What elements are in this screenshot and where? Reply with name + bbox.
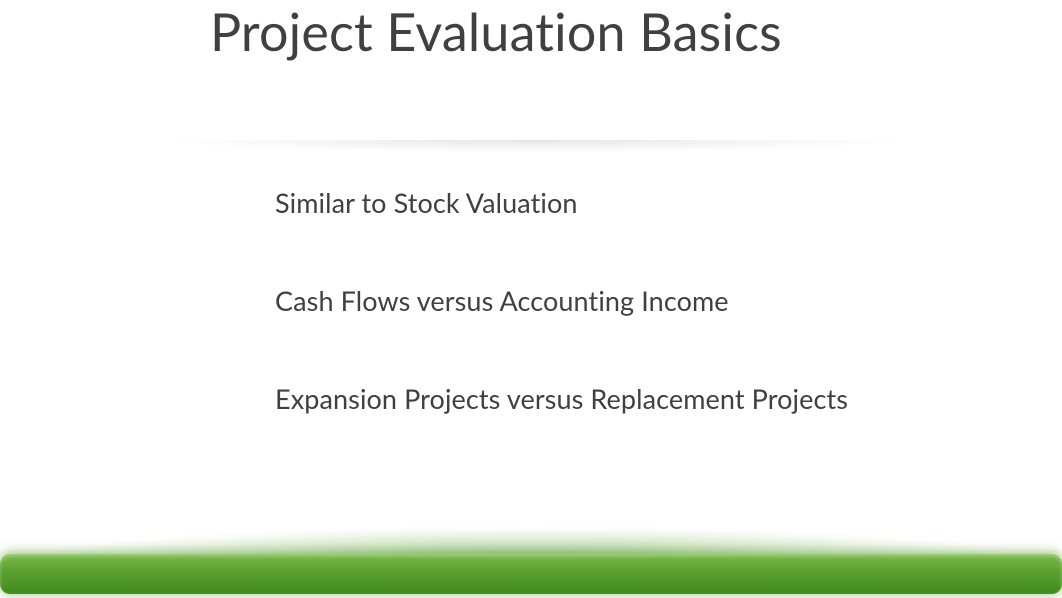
footer-accent-core [0, 554, 1062, 594]
presentation-slide: Project Evaluation Basics Similar to Sto… [0, 0, 1062, 598]
footer-accent-bar [0, 530, 1062, 594]
title-underline-shadow [80, 140, 990, 156]
footer-accent-glow [0, 530, 1062, 560]
bullet-item: Similar to Stock Valuation [275, 186, 895, 220]
slide-title: Project Evaluation Basics [210, 2, 910, 63]
bullet-item: Cash Flows versus Accounting Income [275, 284, 895, 318]
bullet-item: Expansion Projects versus Replacement Pr… [275, 382, 895, 416]
bullet-list: Similar to Stock Valuation Cash Flows ve… [275, 186, 895, 415]
